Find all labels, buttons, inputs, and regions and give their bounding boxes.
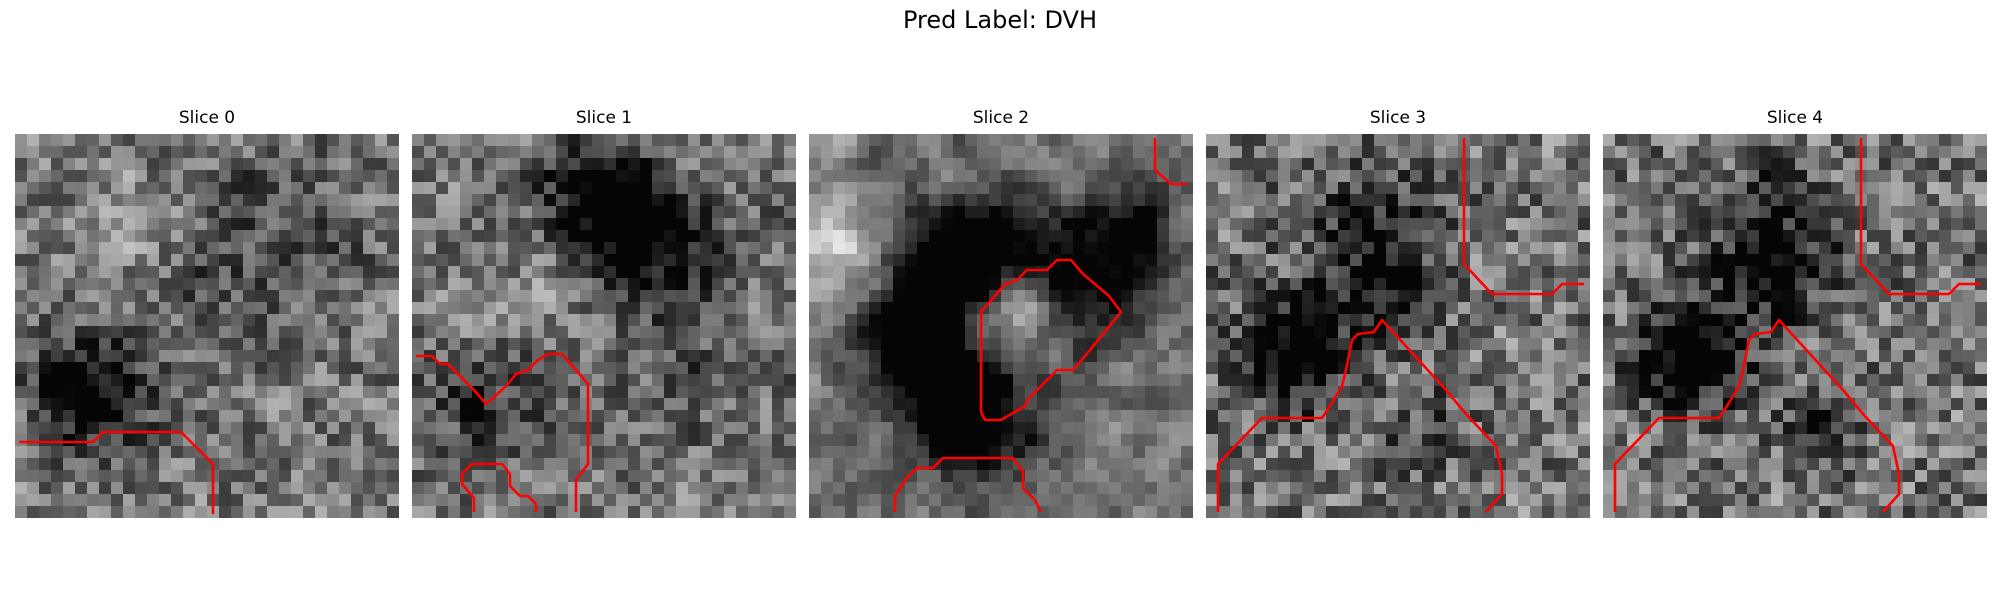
slice-0-contour [19,430,215,514]
slice-4-svg [1603,134,1987,518]
slice-2-contour-b [979,258,1123,422]
slice-1-svg [412,134,796,518]
slice-2-svg [809,134,1193,518]
slice-0-pixels [15,134,399,518]
slice-2-pixels [809,134,1193,518]
slice-0-title: Slice 0 [178,108,236,128]
slice-3-pixels [1206,134,1590,518]
slice-3-contour-a [1462,138,1584,296]
slice-1-title: Slice 1 [575,108,633,128]
slice-1-image [412,134,796,518]
slice-2-contour-c [893,456,1043,513]
slice-4-contour-b [1613,318,1901,513]
slice-0-svg [15,134,399,518]
slice-4-title: Slice 4 [1766,108,1824,128]
figure-title: Pred Label: DVH [902,6,1097,34]
slice-3-image [1206,134,1590,518]
slice-3-contour-b [1216,318,1504,513]
slice-1-contour-b [460,462,538,512]
slice-0-image [15,134,399,518]
slice-1-contour-a [416,352,590,512]
slice-4-contour-a [1859,138,1981,296]
slice-1-pixels [412,134,796,518]
slice-3-svg [1206,134,1590,518]
slice-4-pixels [1603,134,1987,518]
slice-3-title: Slice 3 [1369,108,1427,128]
slice-2-title: Slice 2 [972,108,1030,128]
slice-4-image [1603,134,1987,518]
slice-2-image [809,134,1193,518]
slice-2-contour-a [1153,138,1187,186]
